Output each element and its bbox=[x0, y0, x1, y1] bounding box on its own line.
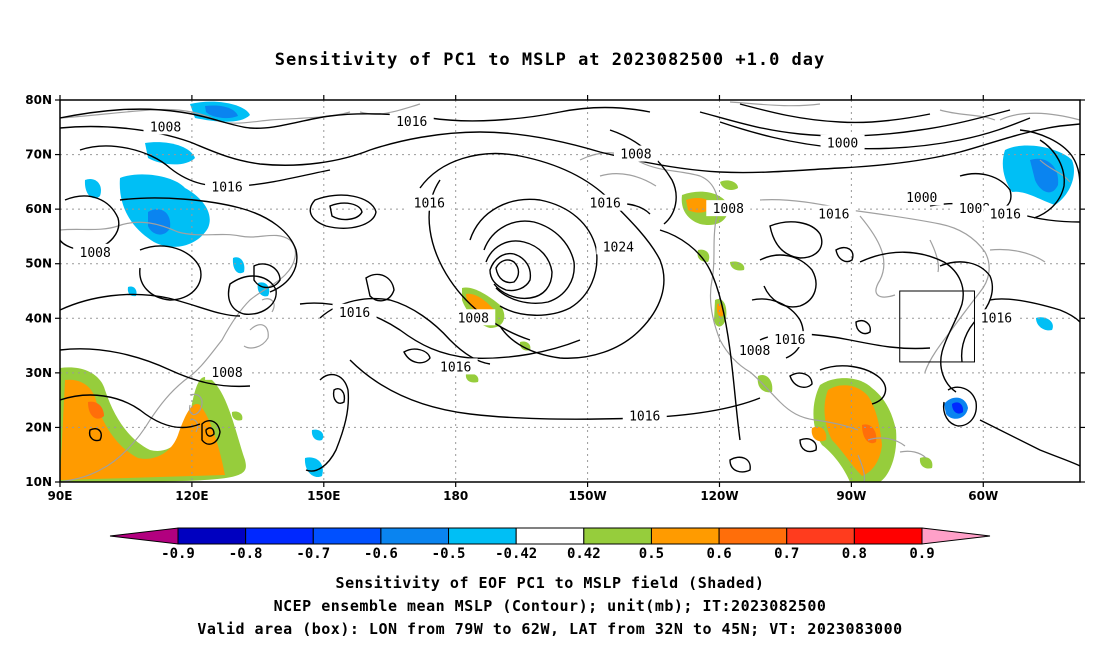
colorbar-swatch bbox=[245, 527, 314, 545]
contour-label: 1024 bbox=[603, 240, 634, 255]
colorbar-label: 0.8 bbox=[842, 546, 867, 562]
mslp-contours bbox=[60, 103, 1080, 473]
contour-label-bg bbox=[389, 112, 434, 129]
contour-label-bg bbox=[613, 145, 658, 162]
contour-label-bg bbox=[811, 205, 856, 222]
contour-label: 1016 bbox=[990, 208, 1021, 223]
contour-label-bg bbox=[407, 194, 452, 211]
colorbar-label: -0.8 bbox=[229, 546, 263, 562]
colorbar-arrow-high bbox=[921, 527, 991, 545]
contour-label-bg bbox=[899, 189, 944, 206]
colorbar-label: 0.9 bbox=[909, 546, 934, 562]
lon-label: 90W bbox=[836, 489, 866, 503]
lon-label: 120W bbox=[700, 489, 738, 503]
contour-label: 1000 bbox=[906, 191, 937, 206]
colorbar-swatch bbox=[177, 527, 247, 545]
plot-frame bbox=[59, 99, 1081, 483]
contour-label-bg bbox=[433, 358, 478, 375]
contour-label: 1016 bbox=[774, 333, 805, 348]
lon-label: 180 bbox=[443, 489, 468, 503]
colorbar-label: 0.5 bbox=[639, 546, 664, 562]
contour-label: 1016 bbox=[339, 306, 370, 321]
valid-area-box bbox=[899, 290, 975, 363]
lat-label: 70N bbox=[25, 148, 52, 162]
lon-label: 90E bbox=[48, 489, 73, 503]
contour-label-bg bbox=[143, 118, 188, 135]
contour-label-bg bbox=[73, 243, 118, 260]
contour-label-bg bbox=[622, 407, 667, 424]
colorbar-swatch bbox=[650, 527, 720, 545]
colorbar-label: 0.7 bbox=[774, 546, 799, 562]
contour-label-bg bbox=[732, 342, 777, 359]
colorbar-swatch bbox=[786, 527, 855, 545]
colorbar-label: -0.9 bbox=[161, 546, 195, 562]
contour-label-bg bbox=[974, 309, 1019, 326]
caption-line-1: Sensitivity of EOF PC1 to MSLP field (Sh… bbox=[335, 574, 765, 592]
colorbar-label: -0.5 bbox=[432, 546, 466, 562]
lat-label: 30N bbox=[25, 366, 52, 380]
contour-label: 1008 bbox=[150, 120, 181, 135]
colorbar-swatch bbox=[312, 527, 382, 545]
contour-label: 1016 bbox=[414, 197, 445, 212]
contour-label: 1000 bbox=[827, 137, 858, 152]
contour-label-bg bbox=[332, 303, 377, 320]
contour-label: 1008 bbox=[80, 246, 111, 261]
colorbar-swatch bbox=[853, 527, 923, 545]
contour-label: 1016 bbox=[818, 208, 849, 223]
chart-title: Sensitivity of PC1 to MSLP at 2023082500… bbox=[274, 50, 826, 70]
contour-label: 1008 bbox=[713, 202, 744, 217]
contour-label-bg bbox=[451, 309, 496, 326]
contour-label: 1016 bbox=[211, 180, 242, 195]
lat-label: 40N bbox=[25, 311, 52, 325]
caption-line-3: Valid area (box): LON from 79W to 62W, L… bbox=[197, 620, 903, 638]
contour-label-bg bbox=[596, 238, 641, 255]
contour-label: 1016 bbox=[629, 410, 660, 425]
contour-label: 1008 bbox=[739, 344, 770, 359]
lat-label: 50N bbox=[25, 257, 52, 271]
sensitivity-shading bbox=[60, 101, 1075, 482]
contour-label-bg bbox=[205, 363, 250, 380]
colorbar-label: -0.7 bbox=[296, 546, 330, 562]
contour-label-bg bbox=[820, 134, 865, 151]
colorbar-label: 0.6 bbox=[706, 546, 731, 562]
colorbar-swatch bbox=[718, 527, 788, 545]
contour-label: 1016 bbox=[396, 115, 427, 130]
colorbar-arrow-low bbox=[109, 527, 179, 545]
lat-label: 60N bbox=[25, 202, 52, 216]
contour-label: 1016 bbox=[590, 197, 621, 212]
contour-label: 1008 bbox=[458, 311, 489, 326]
colorbar-swatch bbox=[583, 527, 652, 545]
colorbar: -0.9 -0.8 -0.7 -0.6 -0.5 -0.42 0.42 0.5 0.6 0.7 0.… bbox=[109, 527, 991, 562]
caption-line-2: NCEP ensemble mean MSLP (Contour); unit(… bbox=[273, 597, 827, 615]
lon-label: 120E bbox=[175, 489, 208, 503]
contour-label: 1016 bbox=[981, 311, 1012, 326]
contour-label: 1008 bbox=[620, 148, 651, 163]
lat-label: 80N bbox=[25, 93, 52, 107]
lon-label: 150E bbox=[307, 489, 340, 503]
contour-label-bg bbox=[583, 194, 628, 211]
contour-label-bg bbox=[205, 178, 250, 195]
lon-label: 150W bbox=[568, 489, 606, 503]
contour-label: 1008 bbox=[211, 366, 242, 381]
contour-label-bg bbox=[767, 331, 812, 348]
contour-label-bg bbox=[983, 205, 1028, 222]
colorbar-label: -0.42 bbox=[495, 546, 537, 562]
contour-label-bg bbox=[706, 200, 751, 217]
colorbar-swatch bbox=[380, 527, 450, 545]
lat-label: 20N bbox=[25, 420, 52, 434]
colorbar-label: -0.6 bbox=[364, 546, 398, 562]
lon-label: 60W bbox=[968, 489, 998, 503]
lat-label: 10N bbox=[25, 475, 52, 489]
contour-label: 1016 bbox=[440, 360, 471, 375]
colorbar-swatch bbox=[515, 527, 585, 545]
colorbar-label: 0.42 bbox=[567, 546, 601, 562]
colorbar-swatch bbox=[448, 527, 517, 545]
contour-label: 1008 bbox=[959, 202, 990, 217]
